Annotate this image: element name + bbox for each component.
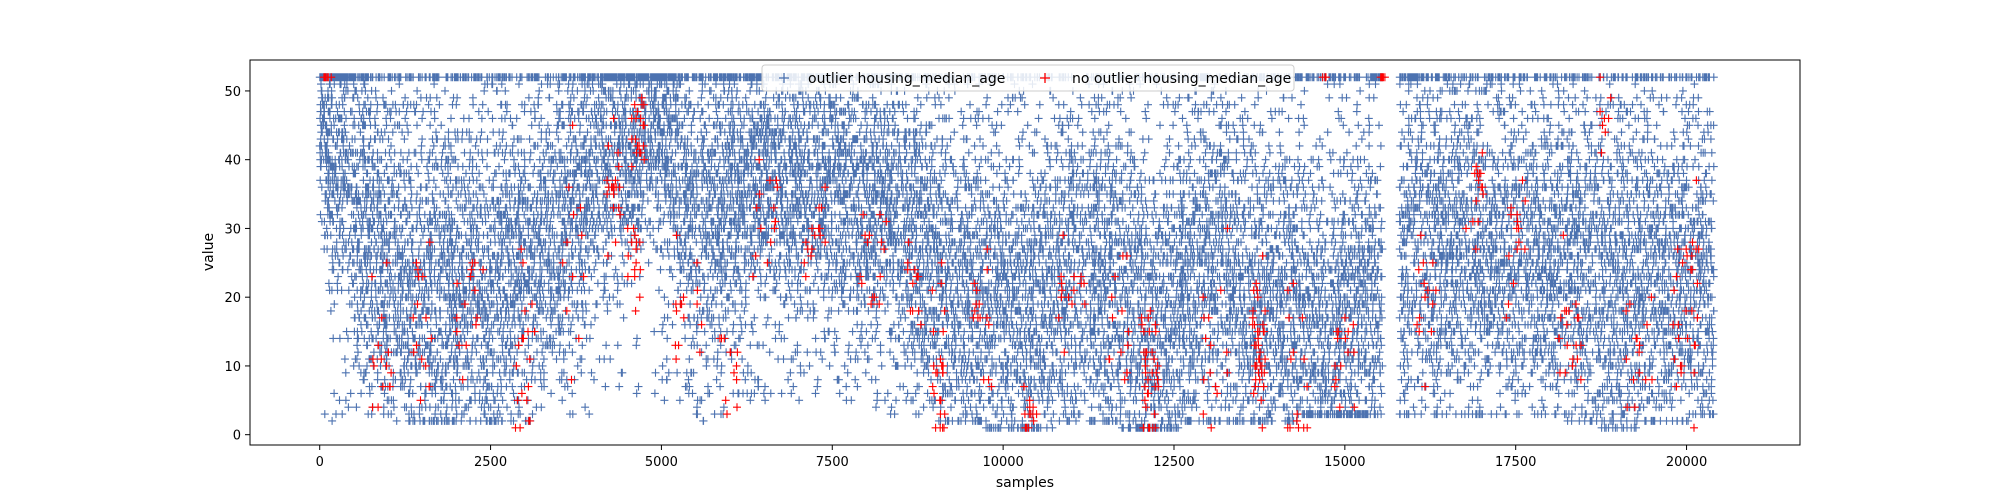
legend-marker-no-outlier: [1040, 73, 1050, 83]
plot-frame: [249, 59, 1801, 446]
x-axis: 0 2500 5000 7500 10000 12500 15000 17500 20000: [316, 445, 1707, 470]
x-tick-label: 2500: [474, 455, 507, 470]
x-tick-label: 7500: [816, 455, 849, 470]
y-tick-label: 10: [224, 360, 241, 375]
legend-frame: [761, 64, 1295, 92]
x-tick-label: 15000: [1324, 455, 1365, 470]
y-tick-label: 50: [224, 85, 241, 100]
y-tick-label: 40: [224, 154, 241, 169]
y-axis: 0 10 20 30 40 50: [224, 85, 250, 444]
x-tick-label: 12500: [1153, 455, 1194, 470]
points-layer: [315, 73, 1718, 432]
x-tick-label: 0: [316, 455, 324, 470]
y-tick-label: 20: [224, 291, 241, 306]
series-no-outlier-markers: [319, 73, 1703, 432]
legend: outlier housing_median_age no outlier ho…: [761, 64, 1295, 92]
legend-label-no-outlier: no outlier housing_median_age: [1072, 71, 1291, 87]
x-tick-label: 17500: [1495, 455, 1536, 470]
x-axis-label: samples: [996, 475, 1054, 491]
x-tick-label: 10000: [982, 455, 1023, 470]
y-tick-label: 0: [233, 429, 241, 444]
legend-marker-outlier: [779, 73, 789, 83]
x-tick-label: 5000: [645, 455, 678, 470]
legend-label-outlier: outlier housing_median_age: [808, 71, 1005, 87]
x-tick-label: 20000: [1666, 455, 1707, 470]
y-axis-label: value: [201, 233, 217, 271]
y-tick-label: 30: [224, 222, 241, 237]
